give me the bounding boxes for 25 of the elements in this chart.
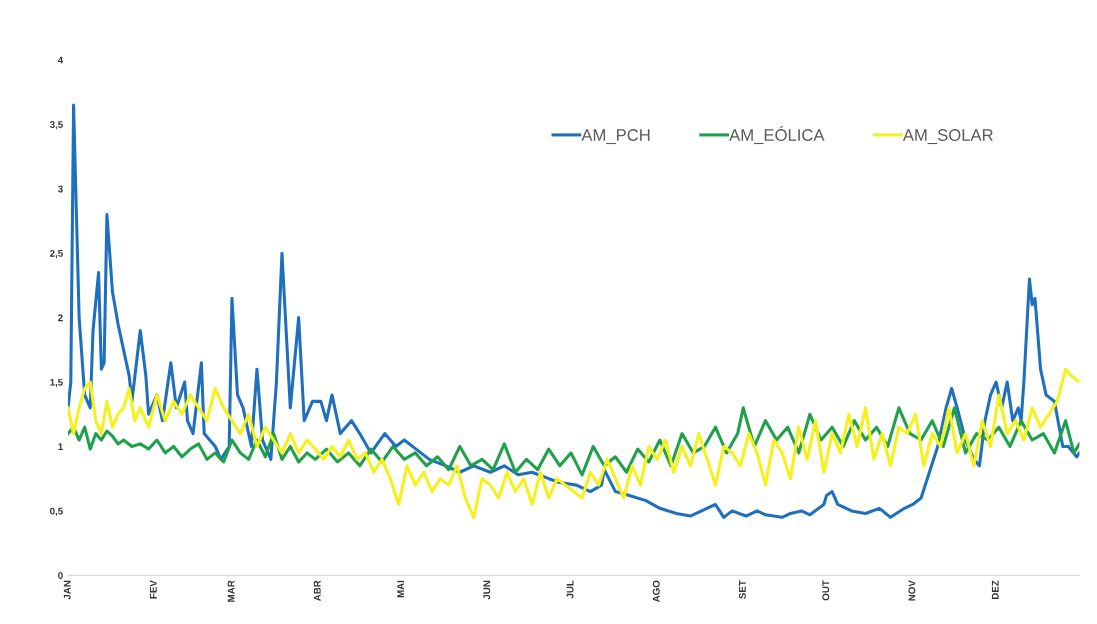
y-tick-label: 2,5 [49,249,63,259]
x-tick-label: MAI [397,580,404,598]
legend-label: AM_SOLAR [902,129,993,145]
line-series [68,103,1080,519]
y-tick-label: 3,5 [49,121,63,130]
x-tick-label: JAN [63,580,71,600]
x-tick-label: MAR [227,580,235,602]
legend-label: AM_PCH [581,129,650,145]
y-tick-label: 0 [58,572,63,579]
y-tick-label: 1 [58,443,63,450]
x-tick-label: NOV [908,580,916,601]
y-tick-label: 2 [58,314,63,322]
legend-label: AM_EÓLICA [729,126,825,145]
x-tick-label: FEV [149,580,157,599]
x-tick-label: OUT [822,580,830,601]
x-tick-label: ABR [313,580,321,602]
x-tick-label: AGO [652,580,660,603]
x-tick-label: DEZ [991,580,999,599]
x-tick-label: SET [738,580,746,599]
x-tick-label: JUL [566,580,574,599]
y-tick-label: 3 [57,185,63,193]
y-tick-label: 1,5 [50,378,63,388]
y-tick-label: 0,5 [50,507,63,516]
x-tick-label: JUN [483,580,491,600]
y-tick-label: 4 [57,56,64,64]
